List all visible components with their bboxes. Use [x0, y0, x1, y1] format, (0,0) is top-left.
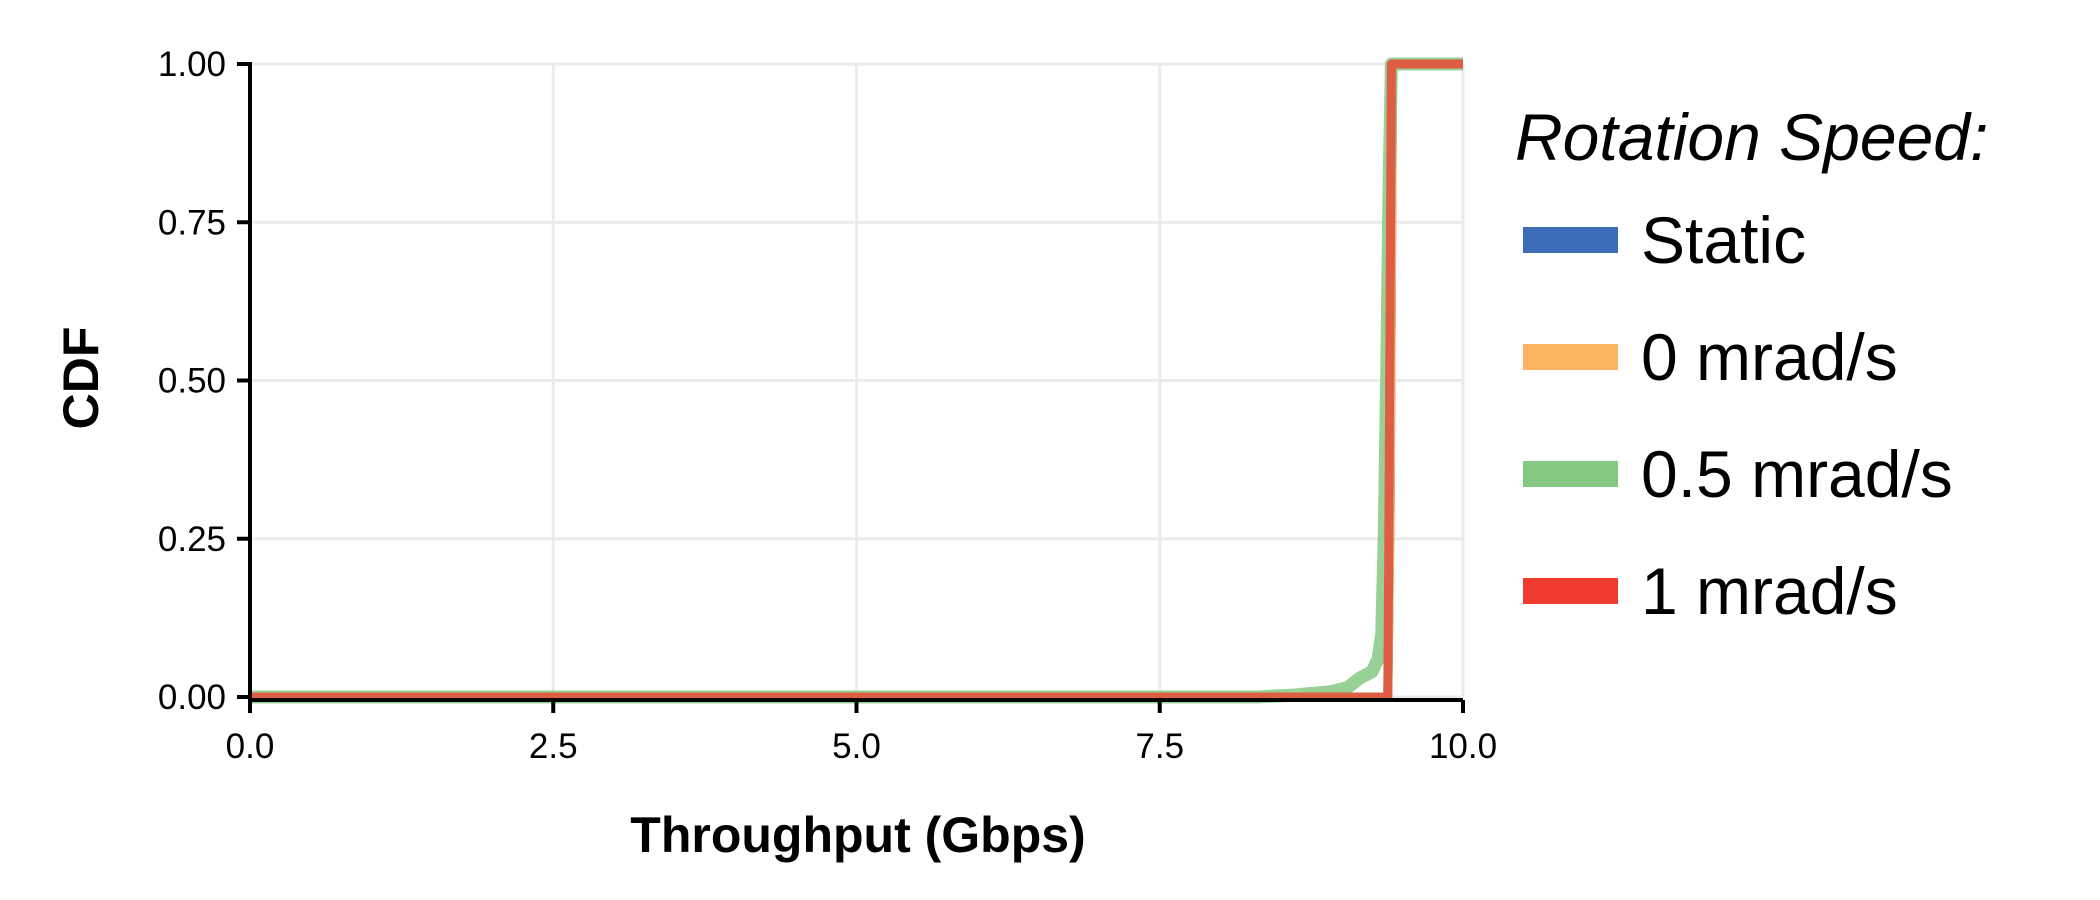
y-tick-label: 0.25: [158, 520, 226, 559]
y-tick-label: 0.00: [158, 678, 226, 717]
legend-label: 1 mrad/s: [1641, 554, 1898, 628]
y-axis-title: CDF: [53, 327, 109, 430]
axes: [237, 62, 1465, 713]
series-lines: [250, 57, 1463, 704]
legend: Rotation Speed: Static 0 mrad/s 0.5 mrad/s…: [1515, 100, 1988, 628]
y-tick-label: 1.00: [158, 45, 226, 84]
x-tick-label: 10.0: [1429, 727, 1497, 766]
series-line-3: [250, 59, 1463, 702]
legend-label: 0 mrad/s: [1641, 320, 1898, 394]
legend-swatch: [1523, 461, 1618, 487]
y-tick-label: 0.50: [158, 362, 226, 401]
legend-swatch: [1523, 578, 1618, 604]
legend-label: Static: [1641, 203, 1806, 277]
legend-swatch: [1523, 227, 1618, 253]
grid-lines: [248, 62, 1465, 699]
legend-swatch: [1523, 344, 1618, 370]
x-tick-label: 0.0: [226, 727, 275, 766]
x-tick-label: 2.5: [529, 727, 578, 766]
legend-label: 0.5 mrad/s: [1641, 437, 1953, 511]
y-tick-label: 0.75: [158, 203, 226, 242]
x-axis-title: Throughput (Gbps): [630, 807, 1085, 863]
tick-labels: 0.0 2.5 5.0 7.5 10.0 0.00 0.25 0.50 0.75 1.00: [158, 45, 1497, 766]
x-tick-label: 5.0: [832, 727, 881, 766]
legend-title: Rotation Speed:: [1515, 100, 1988, 174]
x-tick-label: 7.5: [1135, 727, 1184, 766]
